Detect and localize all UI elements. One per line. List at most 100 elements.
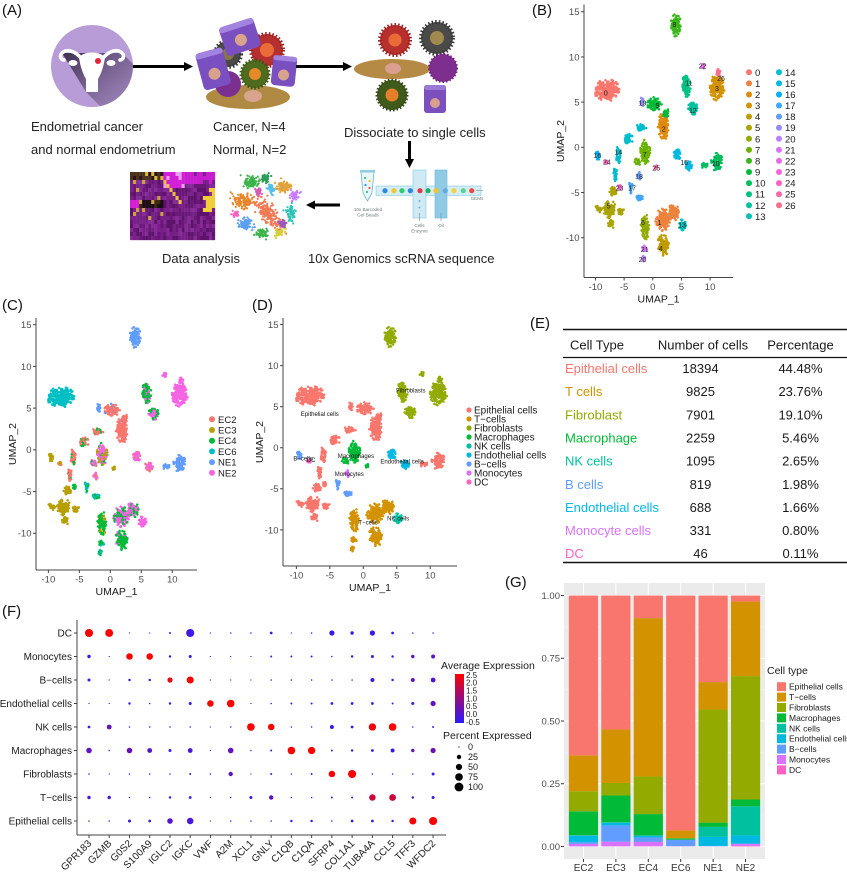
heatmap-cell xyxy=(199,200,204,205)
tsne-thumbnail-point xyxy=(279,177,283,180)
heatmap-cell xyxy=(184,204,188,209)
tsne-thumbnail-point xyxy=(284,209,288,212)
y-tick-label: 5 xyxy=(574,98,579,109)
gel-bead xyxy=(425,188,431,194)
heatmap-cell xyxy=(160,228,164,233)
microfluidic-chip-illustration: 10x Barcoded Gel Beads Cells Enzyme Oil … xyxy=(354,169,484,234)
tsne-thumbnail-point xyxy=(273,220,276,223)
tsne-thumbnail-point xyxy=(248,219,252,222)
heatmap-cell xyxy=(178,208,182,213)
heatmap-cell xyxy=(181,236,185,241)
heatmap-cell xyxy=(184,172,188,177)
tsne-thumbnail-point xyxy=(232,203,235,206)
heatmap-cell xyxy=(145,180,149,185)
umap-point xyxy=(705,164,709,168)
x-tick-label: 5 xyxy=(679,282,684,293)
cluster-label: 16 xyxy=(593,153,601,160)
y-tick-label: 10 xyxy=(569,52,580,63)
heatmap-cell xyxy=(130,212,134,217)
umap-point xyxy=(668,204,672,208)
heatmap-cell xyxy=(211,224,216,229)
chip-label-beads-2: Gel Beads xyxy=(357,213,379,218)
cell-nucleus xyxy=(388,33,402,47)
heatmap-cell xyxy=(178,216,182,221)
tsne-thumbnail-point xyxy=(290,200,293,203)
heatmap-cell xyxy=(163,188,167,193)
tsne-thumbnail-point xyxy=(277,220,280,223)
tsne-thumbnail-point xyxy=(278,228,281,231)
cluster-label: 3 xyxy=(715,86,719,93)
cell-nucleus xyxy=(234,33,247,46)
heatmap-cell xyxy=(181,196,185,201)
legend-label: 7 xyxy=(755,145,760,156)
tsne-thumbnail-point xyxy=(261,208,264,211)
umap-point xyxy=(673,214,677,217)
cell-nucleus xyxy=(249,68,261,80)
tsne-thumbnail-point xyxy=(255,193,259,196)
heatmap-cell xyxy=(202,208,207,213)
heatmap-cell xyxy=(157,192,161,197)
heatmap-cell xyxy=(148,220,152,225)
tsne-thumbnail-point xyxy=(283,219,286,222)
legend-key-dot xyxy=(746,124,752,131)
umap-point xyxy=(631,140,634,143)
heatmap-cell xyxy=(142,188,146,193)
umap-point xyxy=(706,162,709,166)
legend-key-dot xyxy=(776,180,782,187)
umap-point xyxy=(656,238,660,241)
tsne-thumbnail-point xyxy=(235,211,238,214)
heatmap-cell xyxy=(166,212,170,217)
heatmap-cell xyxy=(154,228,158,233)
heatmap-cell xyxy=(202,188,207,193)
heatmap-cell xyxy=(175,232,179,237)
heatmap-cell xyxy=(139,212,143,217)
heatmap-cell xyxy=(193,208,197,213)
heatmap-cell xyxy=(136,220,140,225)
tsne-thumbnail-point xyxy=(237,219,240,222)
umap-point xyxy=(690,166,693,170)
tsne-thumbnail-point xyxy=(268,188,271,191)
heatmap-cell xyxy=(139,188,143,193)
heatmap-cell xyxy=(133,232,137,237)
umap-point xyxy=(663,109,667,113)
umap-point xyxy=(676,148,680,151)
heatmap-cell xyxy=(205,192,210,197)
gel-bead xyxy=(399,188,405,194)
umap-point xyxy=(662,242,665,245)
heatmap-cell xyxy=(160,204,164,209)
legend-key-dot xyxy=(746,146,752,153)
tsne-thumbnail-point xyxy=(245,228,248,231)
heatmap-cell xyxy=(193,188,197,193)
tsne-thumbnail-point xyxy=(294,209,297,212)
tsne-thumbnail-point xyxy=(266,178,269,181)
heatmap-cell xyxy=(145,176,149,181)
umap-point xyxy=(626,134,630,137)
umap-point xyxy=(609,82,612,86)
heatmap-cell xyxy=(139,228,143,233)
tsne-thumbnail-point xyxy=(273,226,276,229)
tsne-thumbnail-point xyxy=(276,233,279,236)
heatmap-cell xyxy=(169,220,173,225)
heatmap-cell xyxy=(205,188,210,193)
tsne-thumbnail-point xyxy=(256,175,260,178)
heatmap-cell xyxy=(148,196,152,201)
umap-point xyxy=(676,153,679,157)
heatmap-cell xyxy=(208,192,213,197)
legend-label: 19 xyxy=(785,123,796,134)
legend-key-dot xyxy=(776,146,782,153)
gel-bead xyxy=(364,183,367,187)
umap-point xyxy=(691,103,695,107)
heatmap-cell xyxy=(196,192,200,197)
heatmap-cell xyxy=(175,228,179,233)
heatmap-cell xyxy=(169,176,173,181)
heatmap-cell xyxy=(202,176,207,181)
cell-inlet-channel xyxy=(412,169,427,219)
gel-bead xyxy=(442,188,448,194)
heatmap-cell xyxy=(151,176,155,181)
umap-point xyxy=(719,89,722,92)
tsne-thumbnail-point xyxy=(263,219,266,222)
tsne-thumbnail-point xyxy=(261,180,264,183)
tsne-thumbnail-point xyxy=(246,197,250,200)
y-tick-label: -10 xyxy=(566,233,580,244)
umap-point xyxy=(663,114,666,117)
